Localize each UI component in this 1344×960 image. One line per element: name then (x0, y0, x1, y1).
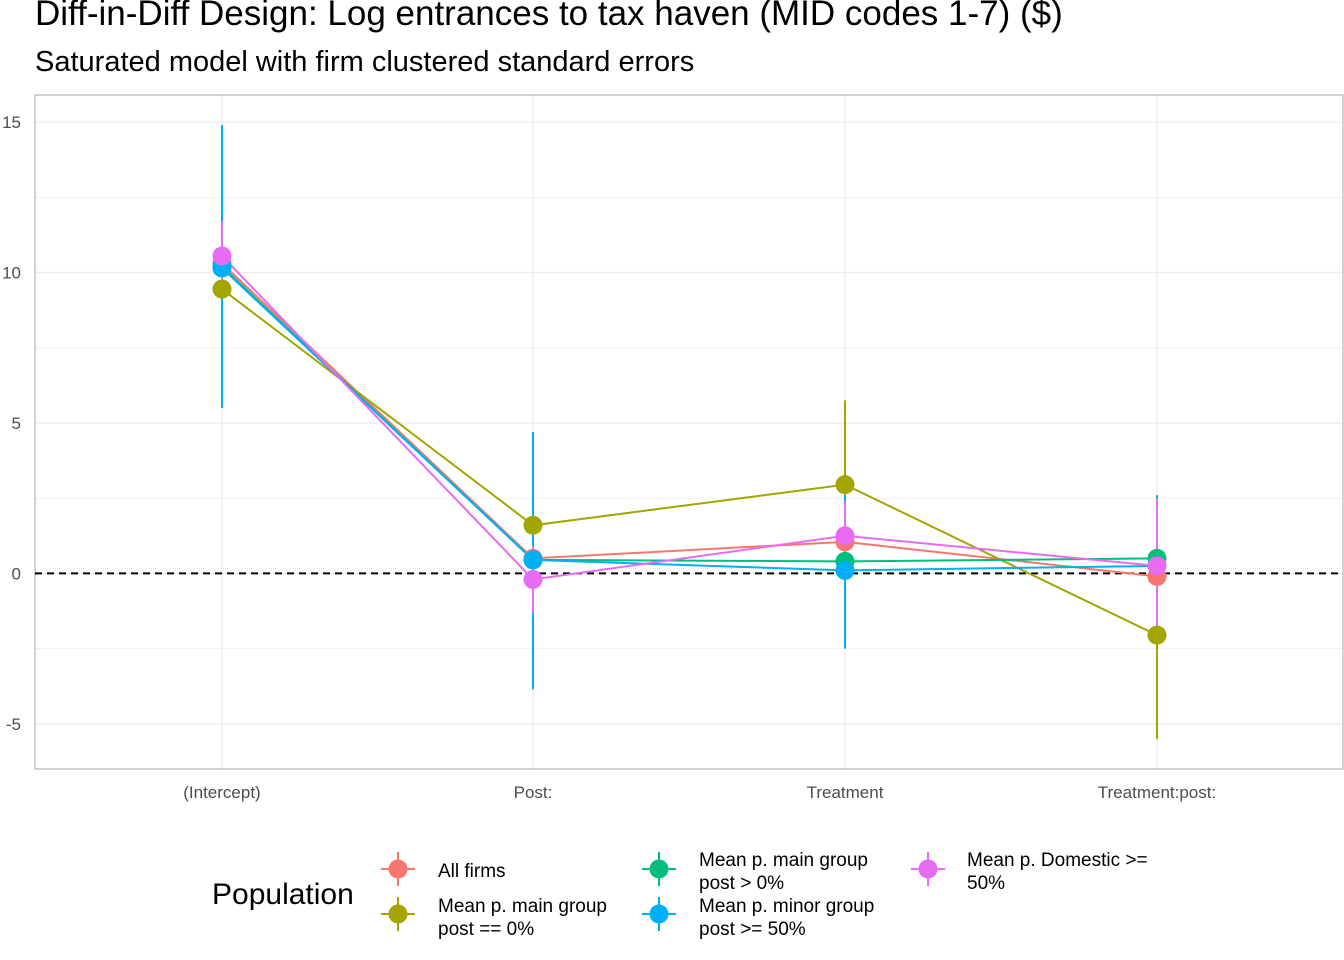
y-tick-label: 5 (12, 414, 21, 433)
data-point-4-2 (835, 526, 855, 546)
legend-key-point (388, 904, 408, 924)
legend-label: Mean p. main group (699, 850, 868, 871)
legend-label: All firms (438, 861, 506, 882)
legend-label: 50% (967, 873, 1005, 894)
legend-key-point (649, 904, 669, 924)
legend-label: post > 0% (699, 873, 784, 894)
x-tick-label: Treatment (807, 783, 884, 802)
series-line-3 (221, 267, 1158, 572)
x-tick-label: (Intercept) (183, 783, 260, 802)
data-point-3-2 (835, 560, 855, 580)
chart-subtitle: Saturated model with firm clustered stan… (35, 46, 695, 78)
series-layer (212, 125, 1167, 739)
data-point-4-1 (523, 569, 543, 589)
series-line-0 (221, 262, 1158, 578)
legend-label: Mean p. Domestic >= (967, 850, 1148, 871)
legend-label: Mean p. main group (438, 896, 607, 917)
series-line-4 (221, 255, 1158, 581)
series-line-1 (221, 288, 1158, 637)
legend-label: Mean p. minor group (699, 896, 874, 917)
panel-border (34, 94, 1344, 770)
data-point-3-1 (523, 550, 543, 570)
y-tick-label: -5 (6, 715, 21, 734)
x-tick-label: Treatment:post: (1098, 783, 1216, 802)
data-point-1-2 (835, 475, 855, 495)
series-lines (221, 255, 1158, 637)
series-line-2 (221, 265, 1158, 563)
series-points (212, 246, 1167, 645)
legend-item-4: Mean p. Domestic >=50% (911, 850, 1148, 894)
data-point-1-1 (523, 515, 543, 535)
y-tick-label: 0 (12, 564, 21, 583)
legend-key-point (388, 859, 408, 879)
y-tick-label: 15 (2, 113, 21, 132)
y-axis-ticks: 15 10 5 0 -5 (2, 113, 21, 734)
grid (35, 95, 1343, 769)
legend-key-point (918, 859, 938, 879)
legend-item-0: All firms (381, 852, 506, 886)
data-point-1-0 (212, 279, 232, 299)
legend-key-point (649, 859, 669, 879)
legend-label: post == 0% (438, 919, 534, 940)
y-tick-label: 10 (2, 264, 21, 283)
legend-title: Population (212, 878, 354, 911)
data-point-4-3 (1147, 556, 1167, 576)
chart-title: Diff-in-Diff Design: Log entrances to ta… (35, 0, 1063, 33)
x-axis-ticks: (Intercept) Post: Treatment Treatment:post: (183, 783, 1216, 802)
series-error-bars (221, 125, 1158, 739)
data-point-1-3 (1147, 625, 1167, 645)
legend-label: post >= 50% (699, 919, 806, 940)
x-tick-label: Post: (514, 783, 553, 802)
data-point-4-0 (212, 246, 232, 266)
